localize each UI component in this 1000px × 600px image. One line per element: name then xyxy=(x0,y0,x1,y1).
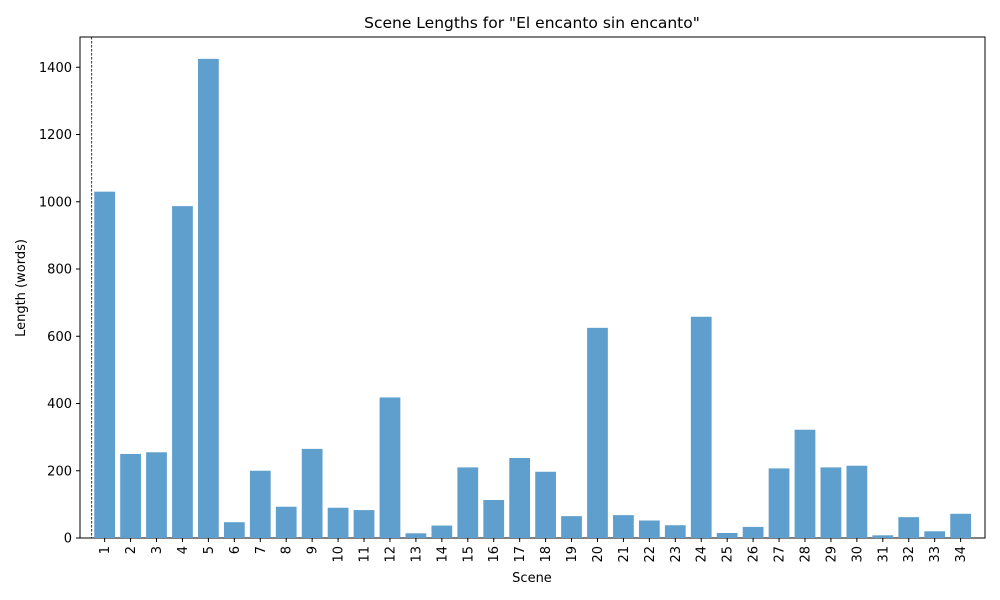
bar-scene-7 xyxy=(249,470,271,538)
bar-scene-23 xyxy=(664,525,686,538)
y-tick-label: 600 xyxy=(47,330,72,345)
x-tick-label: 21 xyxy=(617,546,632,563)
x-axis-label: Scene xyxy=(512,571,552,586)
x-tick-label: 3 xyxy=(150,546,165,554)
bar-scene-11 xyxy=(353,510,375,538)
x-tick-label: 19 xyxy=(565,546,580,563)
x-tick-label: 25 xyxy=(721,546,736,563)
y-tick-label: 0 xyxy=(64,532,72,547)
bar-scene-27 xyxy=(768,468,790,538)
bar-scene-34 xyxy=(950,513,971,538)
x-tick-label: 22 xyxy=(643,546,658,563)
x-tick-label: 11 xyxy=(358,546,373,563)
x-axis: 1 2 3 4 5 6 7 8 9 10 11 12 13 14 15 16 17 18 19 20 21 22 23 24 2… xyxy=(98,538,969,563)
bar-scene-32 xyxy=(898,517,920,538)
bar-scene-8 xyxy=(275,506,297,538)
x-tick-label: 10 xyxy=(332,546,347,563)
x-tick-label: 23 xyxy=(669,546,684,563)
bars xyxy=(94,58,971,539)
bar-scene-17 xyxy=(509,457,531,538)
bar-scene-15 xyxy=(457,467,479,538)
bar-scene-20 xyxy=(587,327,608,538)
y-tick-label: 1000 xyxy=(39,195,72,210)
bar-scene-19 xyxy=(561,516,582,538)
bar-scene-16 xyxy=(483,500,505,538)
bar-scene-33 xyxy=(924,531,946,538)
bar-scene-28 xyxy=(794,429,816,538)
x-tick-label: 28 xyxy=(798,546,813,563)
x-tick-label: 7 xyxy=(254,546,269,554)
bar-scene-26 xyxy=(742,526,764,538)
bar-scene-1 xyxy=(94,191,116,538)
y-tick-label: 1200 xyxy=(39,128,72,143)
bar-scene-12 xyxy=(379,397,401,538)
x-tick-label: 15 xyxy=(461,546,476,563)
x-tick-label: 2 xyxy=(124,546,139,554)
x-tick-label: 26 xyxy=(747,546,762,563)
bar-scene-31 xyxy=(872,535,894,538)
x-tick-label: 5 xyxy=(202,546,217,554)
x-tick-label: 17 xyxy=(513,546,528,563)
x-tick-label: 8 xyxy=(280,546,295,554)
y-axis-label: Length (words) xyxy=(14,239,29,337)
bar-scene-2 xyxy=(120,453,141,538)
x-tick-label: 24 xyxy=(695,546,710,563)
plot-area xyxy=(79,36,986,539)
y-tick-label: 1400 xyxy=(39,61,72,76)
bar-scene-25 xyxy=(716,532,738,538)
x-tick-label: 6 xyxy=(228,546,243,554)
x-tick-label: 9 xyxy=(306,546,321,554)
bar-scene-29 xyxy=(820,467,842,538)
bar-scene-4 xyxy=(172,206,193,539)
bar-scene-14 xyxy=(431,525,453,538)
bar-scene-22 xyxy=(638,520,660,538)
bar-scene-13 xyxy=(405,533,427,538)
bar-scene-30 xyxy=(846,465,868,538)
x-tick-label: 30 xyxy=(850,546,865,563)
x-tick-label: 33 xyxy=(928,546,943,563)
x-tick-label: 20 xyxy=(591,546,606,563)
x-tick-label: 16 xyxy=(487,546,502,563)
x-tick-label: 32 xyxy=(902,546,917,563)
bar-scene-10 xyxy=(327,507,349,538)
x-tick-label: 31 xyxy=(876,546,891,563)
x-tick-label: 29 xyxy=(824,546,839,563)
bar-scene-24 xyxy=(690,316,712,538)
bar-scene-21 xyxy=(613,515,634,538)
bar-scene-9 xyxy=(301,448,323,538)
x-tick-label: 4 xyxy=(176,546,191,554)
plot-frame xyxy=(79,36,986,539)
x-tick-label: 34 xyxy=(954,546,969,563)
x-tick-label: 18 xyxy=(539,546,554,563)
y-tick-label: 800 xyxy=(47,263,72,278)
bar-scene-18 xyxy=(535,471,556,538)
y-axis: 0 200 400 600 800 1000 1200 1400 xyxy=(39,61,80,547)
chart-title: Scene Lengths for "El encanto sin encant… xyxy=(364,14,700,32)
x-tick-label: 12 xyxy=(383,546,398,563)
x-tick-label: 13 xyxy=(409,546,424,563)
y-tick-label: 400 xyxy=(47,397,72,412)
bar-scene-3 xyxy=(146,452,167,538)
x-tick-label: 1 xyxy=(98,546,113,554)
bar-scene-6 xyxy=(223,522,245,538)
x-tick-label: 27 xyxy=(773,546,788,563)
y-tick-label: 200 xyxy=(47,464,72,479)
x-tick-label: 14 xyxy=(435,546,450,563)
bar-scene-5 xyxy=(198,58,219,538)
